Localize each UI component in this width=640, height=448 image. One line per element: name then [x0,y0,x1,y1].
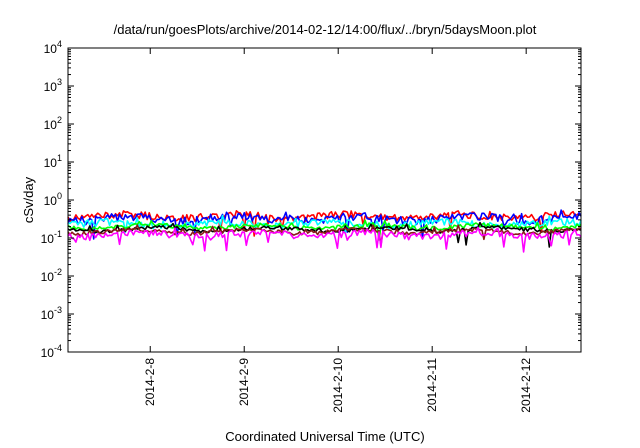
x-tick-label: 2014-2-9 [237,358,251,406]
y-tick-label: 103 [44,77,62,94]
y-tick-label: 104 [44,39,62,56]
x-tick-label: 2014-2-10 [331,358,345,413]
y-tick-label: 102 [44,115,62,132]
x-tick-label: 2014-2-12 [519,358,533,413]
y-tick-label: 10-3 [41,305,62,322]
y-tick-label: 100 [44,191,62,208]
x-axis: 2014-2-8 2014-2-9 2014-2-10 2014-2-11 2014-2… [143,48,533,413]
series-line [67,226,582,253]
y-axis-label: cSv/day [21,176,36,223]
y-tick-label: 10-4 [41,343,62,360]
series-line [67,221,582,248]
x-tick-label: 2014-2-8 [143,358,157,406]
y-tick-label: 10-1 [41,229,62,246]
y-axis: 104 103 102 101 100 10-1 10-2 10-3 10-4 [41,39,581,360]
plot-frame [67,47,582,353]
series-line [67,210,582,237]
chart-title: /data/run/goesPlots/archive/2014-02-12/1… [114,22,537,37]
y-tick-label: 10-2 [41,267,62,284]
x-tick-label: 2014-2-11 [425,358,439,412]
series-layer [67,209,582,253]
y-tick-label: 101 [44,153,62,170]
x-axis-label: Coordinated Universal Time (UTC) [225,429,424,444]
series-line [67,214,582,234]
